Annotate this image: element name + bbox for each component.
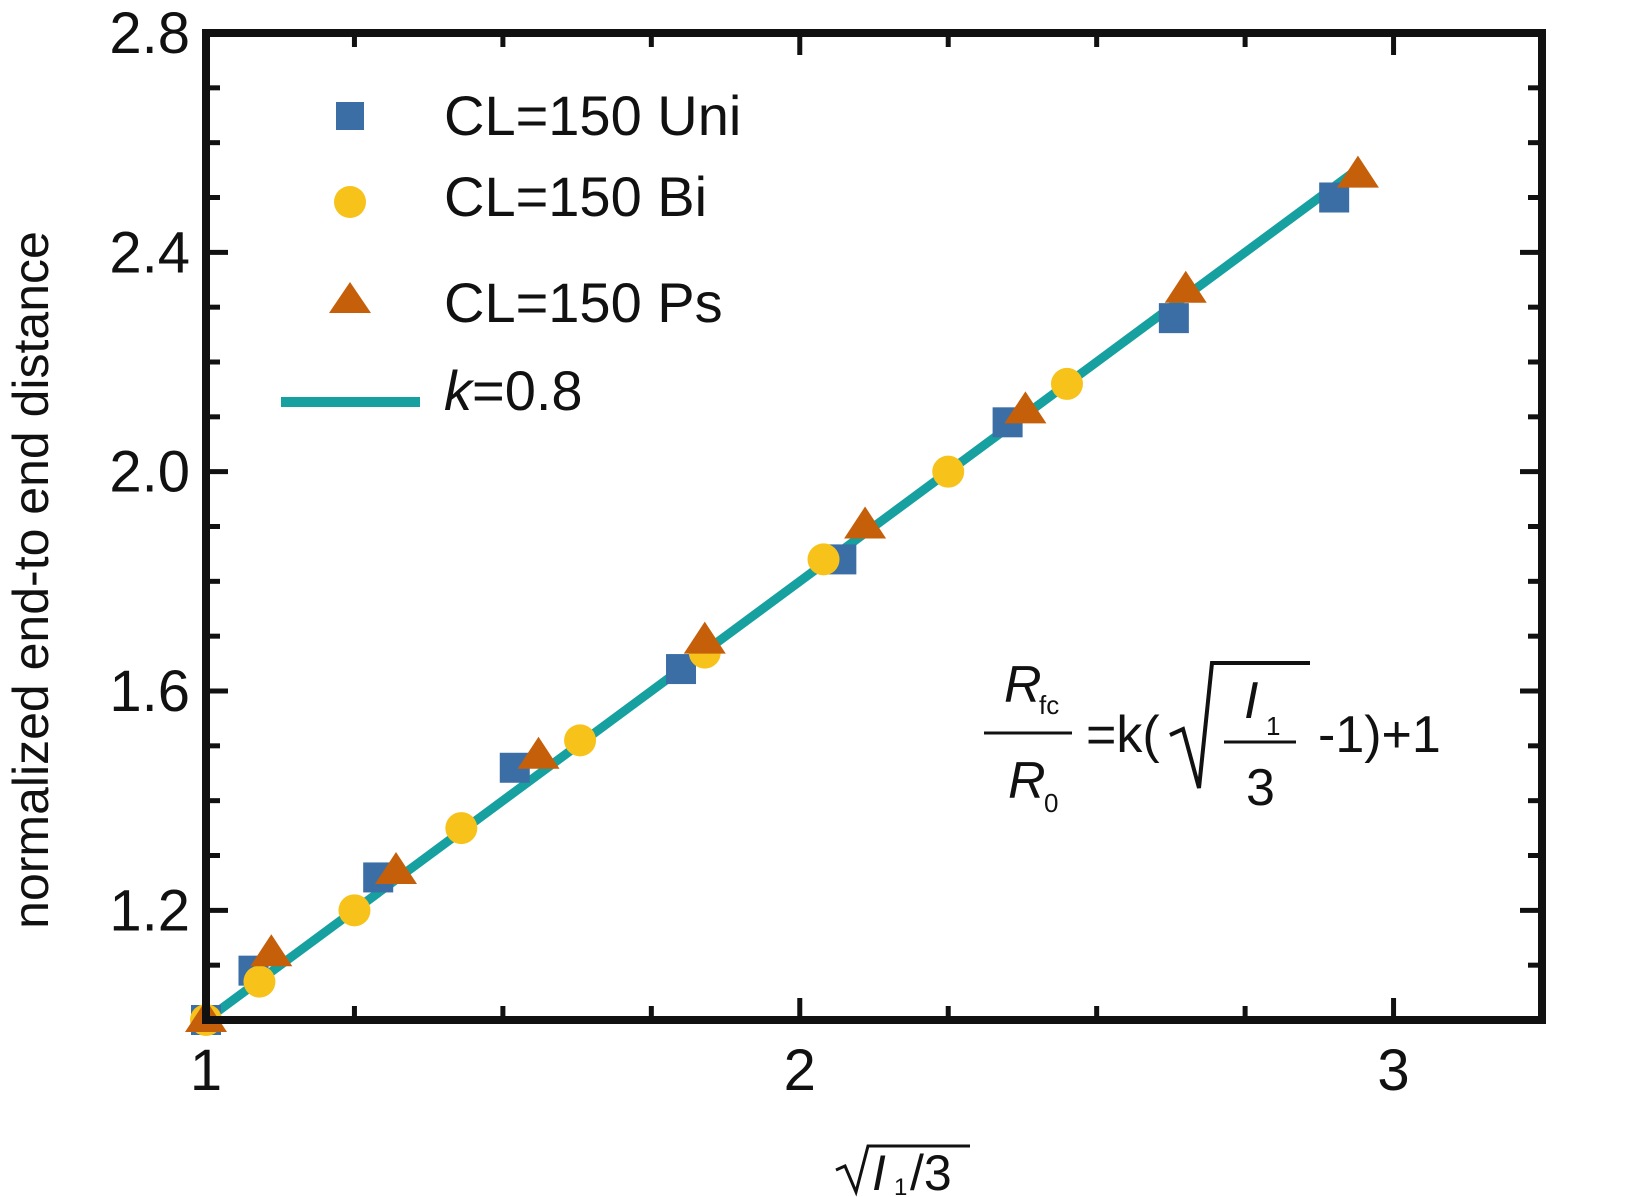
x-title-tail: /3 [910,1145,952,1197]
equation-annotation: R fc R 0 =k( I 1 3 -1)+1 [984,656,1441,818]
x-tick-label: 1 [190,1038,222,1103]
point-ps [375,851,418,884]
x-title-sub: 1 [894,1174,907,1197]
x-tick-label: 2 [784,1038,816,1103]
eq-sqrt-numerator: I [1244,672,1258,730]
point-uni [1158,303,1189,334]
legend-label-bi: CL=150 Bi [444,165,707,228]
point-ps [844,506,887,539]
y-tick-label: 2.4 [109,220,190,285]
point-bi [807,543,840,576]
eq-lhs-numerator: R [1004,656,1042,714]
point-bi [243,965,276,998]
x-tick-label: 3 [1377,1038,1409,1103]
point-ps [1164,270,1207,303]
legend: CL=150 Uni CL=150 Bi CL=150 Ps k=0.8 [281,84,741,422]
point-bi [445,812,478,845]
legend-marker-bi [334,186,366,218]
point-ps [1004,391,1047,424]
y-tick-labels: 1.2 1.6 2.0 2.4 2.8 [109,1,190,943]
legend-label-ps: CL=150 Ps [444,271,723,334]
eq-middle: =k( [1086,706,1160,764]
eq-tail: -1)+1 [1318,706,1441,764]
x-title-sqrt-sign [835,1144,970,1197]
legend-marker-uni [336,102,364,130]
point-bi [932,455,965,488]
point-ps [1336,155,1379,188]
point-bi [564,724,597,757]
eq-sqrt-numerator-sub: 1 [1266,711,1280,741]
legend-marker-ps [329,282,371,313]
legend-label-uni: CL=150 Uni [444,84,741,147]
legend-k-rest: =0.8 [472,359,583,422]
eq-lhs-denominator: R [1008,752,1046,810]
eq-sqrt-denominator: 3 [1246,759,1275,817]
y-tick-label: 1.2 [109,878,190,943]
legend-k-italic: k [444,359,475,422]
x-title-main: I [872,1145,886,1197]
y-tick-label: 1.6 [109,659,190,724]
eq-lhs-denominator-sub: 0 [1044,788,1058,818]
point-bi [1050,367,1083,400]
point-bi [338,894,371,927]
plot-frame [202,29,1546,1024]
y-tick-label: 2.0 [109,440,190,505]
point-ps [517,736,560,769]
eq-sqrt-sign [1169,661,1310,789]
eq-lhs-numerator-sub: fc [1039,690,1059,720]
y-axis-title: normalized end-to end distance [3,231,59,929]
y-tick-label: 2.8 [109,1,190,66]
legend-label-k: k=0.8 [444,359,583,422]
point-ps [250,934,293,967]
x-tick-labels: 1 2 3 [190,1038,1410,1103]
x-axis-title: I 1 /3 [835,1144,970,1197]
point-ps [683,621,726,654]
